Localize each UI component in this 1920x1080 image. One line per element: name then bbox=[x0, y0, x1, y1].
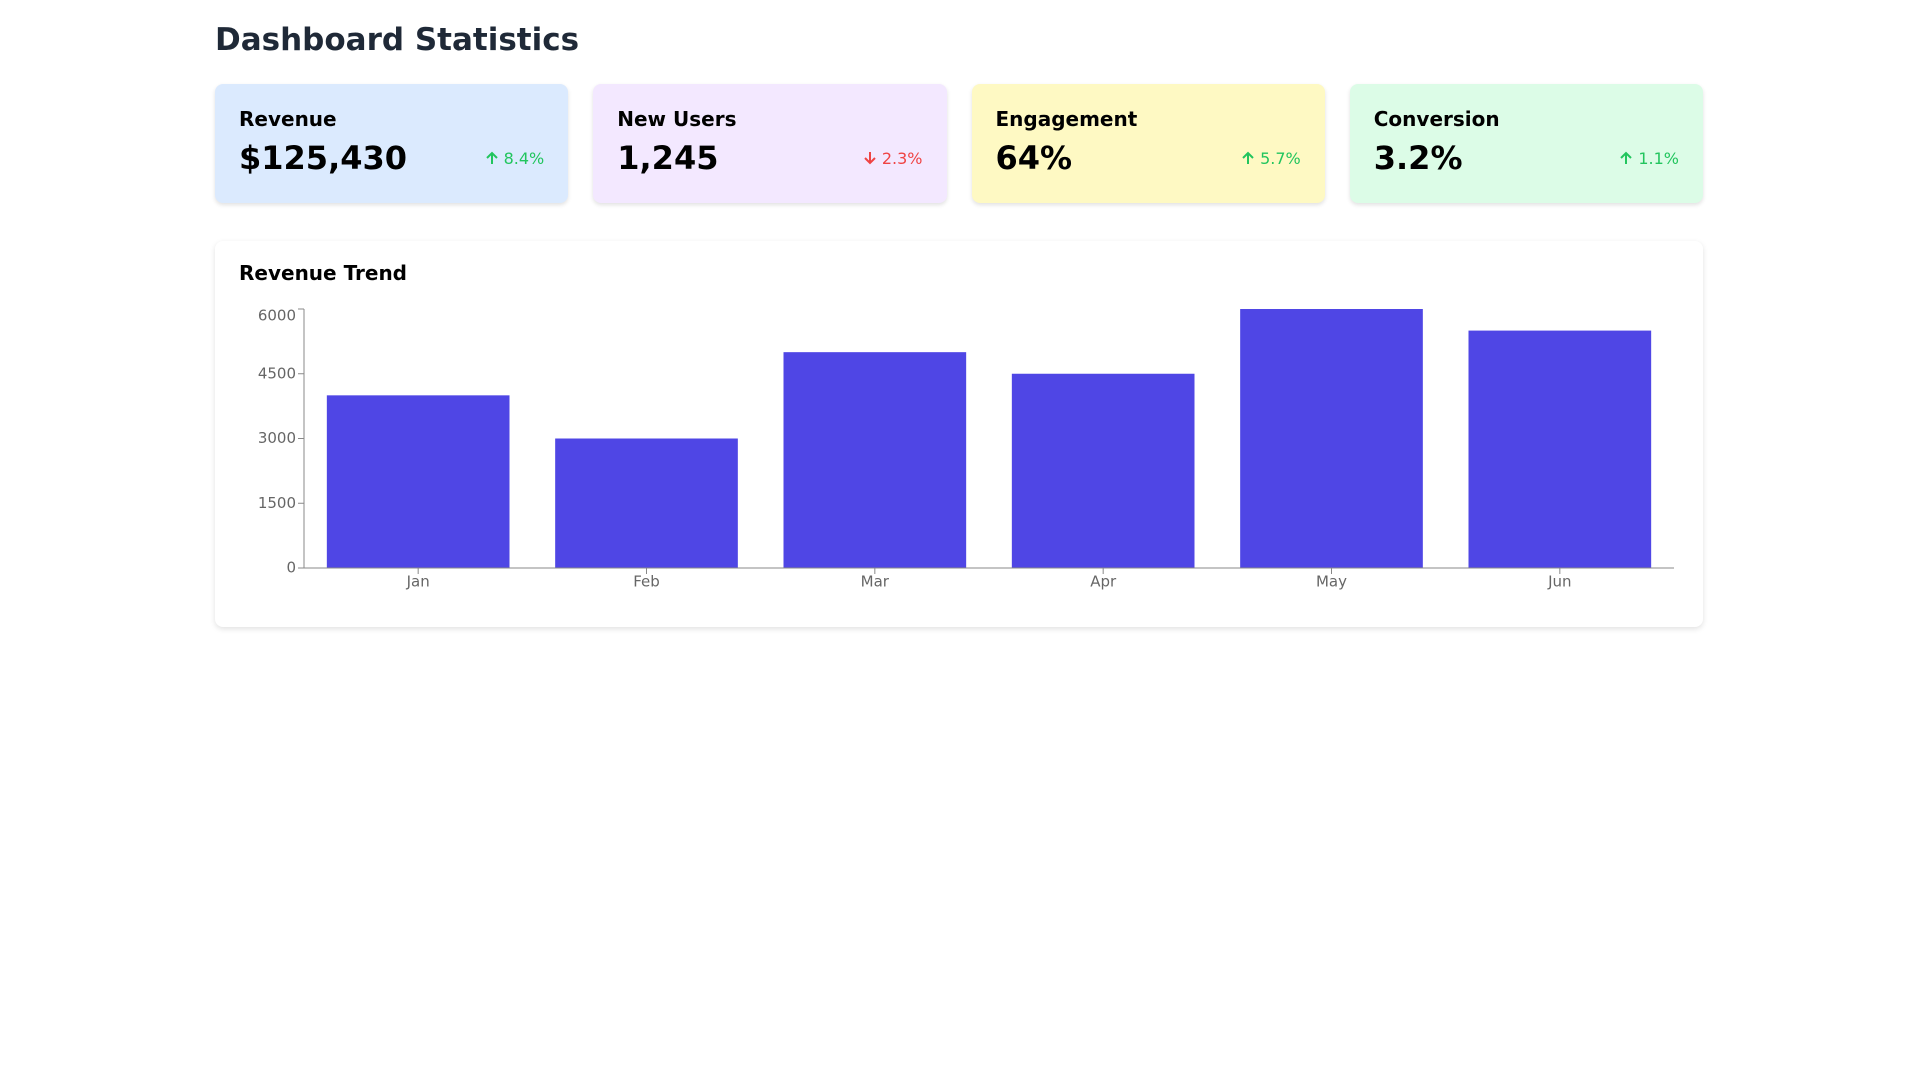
y-tick-label: 1500 bbox=[258, 494, 296, 512]
stat-card: Engagement 64% 5.7% bbox=[971, 84, 1325, 203]
x-tick-label: Mar bbox=[861, 573, 890, 591]
bar bbox=[1468, 330, 1652, 568]
card-value: $125,430 bbox=[239, 139, 408, 177]
card-label: Conversion bbox=[1373, 107, 1500, 131]
card-change: 2.3% bbox=[862, 149, 923, 168]
bar bbox=[783, 352, 967, 568]
chart-title: Revenue Trend bbox=[239, 261, 407, 285]
card-change-text: 5.7% bbox=[1260, 148, 1301, 168]
arrow-up-icon bbox=[485, 151, 498, 164]
bar bbox=[326, 395, 510, 568]
card-change-text: 2.3% bbox=[881, 148, 923, 168]
x-tick-label: May bbox=[1316, 573, 1347, 591]
card-label: New Users bbox=[617, 107, 737, 131]
arrow-up-icon bbox=[1242, 151, 1254, 164]
card-row: 64% 5.7% bbox=[996, 139, 1301, 177]
x-tick-label: Feb bbox=[633, 573, 660, 591]
y-tick-label: 0 bbox=[286, 559, 296, 577]
card-change: 8.4% bbox=[484, 148, 545, 168]
chart-card: Revenue Trend 0 1500 3000 4500 6000 Jan Feb Mar… bbox=[215, 241, 1703, 627]
bar bbox=[555, 438, 738, 568]
page-title: Dashboard Statistics bbox=[215, 22, 580, 58]
card-value: 3.2% bbox=[1373, 139, 1463, 177]
card-row: 1,245 2.3% bbox=[617, 139, 922, 177]
arrow-up-icon bbox=[1620, 151, 1633, 164]
card-label: Revenue bbox=[239, 107, 337, 131]
card-row: $125,430 8.4% bbox=[239, 139, 544, 177]
y-tick-label: 6000 bbox=[258, 307, 296, 325]
card-change-text: 8.4% bbox=[503, 148, 545, 168]
card-value: 64% bbox=[995, 139, 1073, 177]
stat-card: Revenue $125,430 8.4% bbox=[215, 84, 569, 203]
stat-cards: Revenue $125,430 8.4% New Users 1,245 2.3% Eng… bbox=[215, 84, 1703, 203]
card-change-text: 1.1% bbox=[1638, 148, 1679, 168]
card-label: Engagement bbox=[995, 107, 1138, 131]
card-change: 1.1% bbox=[1618, 149, 1679, 168]
chart: 0 1500 3000 4500 6000 Jan Feb Mar Apr May Jun bbox=[258, 307, 1674, 591]
y-tick-label: 4500 bbox=[258, 364, 296, 382]
y-tick-label: 3000 bbox=[258, 429, 296, 447]
stat-card: New Users 1,245 2.3% bbox=[593, 84, 947, 203]
x-tick-label: Apr bbox=[1090, 573, 1117, 591]
card-value: 1,245 bbox=[617, 139, 719, 177]
arrow-down-icon bbox=[864, 152, 876, 165]
card-change: 5.7% bbox=[1240, 149, 1301, 168]
x-tick-label: Jan bbox=[406, 573, 430, 591]
card-row: 3.2% 1.1% bbox=[1374, 139, 1679, 177]
stat-card: Conversion 3.2% 1.1% bbox=[1349, 84, 1703, 203]
x-tick-label: Jun bbox=[1547, 573, 1571, 591]
bar bbox=[1240, 309, 1423, 568]
bar bbox=[1011, 373, 1195, 568]
